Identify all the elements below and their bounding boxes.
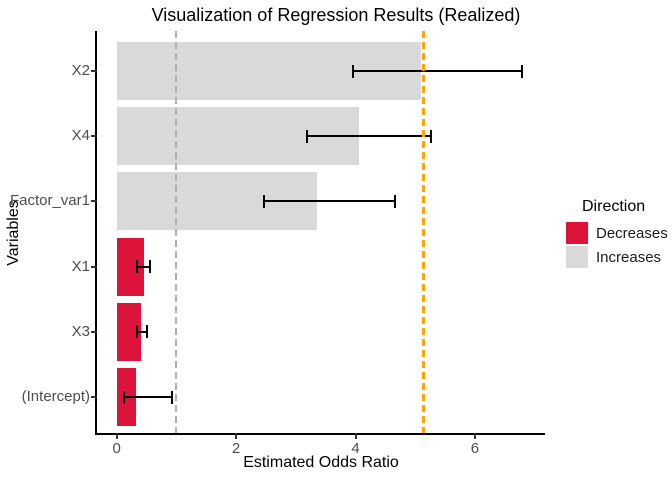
errorbar-cap-left-Factor_var1 <box>262 194 265 208</box>
x-tick-mark-2 <box>235 433 238 439</box>
x-tick-mark-6 <box>473 433 476 439</box>
x-tick-label-2: 2 <box>231 440 241 457</box>
legend-title: Direction <box>582 198 646 215</box>
errorbar-X1 <box>136 265 151 268</box>
errorbar-cap-left-X4 <box>305 129 308 143</box>
errorbar-cap-right-X1 <box>148 260 151 274</box>
y-tick-label-Factor_var1: Factor_var1 <box>9 192 90 210</box>
y-tick-mark-(Intercept) <box>91 396 97 398</box>
errorbar-cap-right-X3 <box>145 325 148 339</box>
errorbar-Factor_var1 <box>262 200 397 203</box>
y-axis-title: Variables <box>5 200 22 266</box>
y-tick-label-X4: X4 <box>71 127 90 145</box>
legend: Direction Decreases Increases <box>566 198 668 270</box>
y-tick-mark-Factor_var1 <box>91 200 97 203</box>
y-axis-line <box>95 31 97 435</box>
plot-panel <box>97 31 545 434</box>
y-tick-mark-X2 <box>91 70 97 72</box>
increases-swatch <box>566 246 588 268</box>
errorbar-cap-right-(Intercept) <box>171 390 174 404</box>
x-tick-mark-0 <box>115 433 118 439</box>
errorbar-cap-right-X4 <box>429 129 432 143</box>
errorbar-cap-left-X1 <box>136 260 139 274</box>
y-tick-mark-X1 <box>91 265 97 268</box>
y-tick-label-X3: X3 <box>71 322 90 340</box>
y-tick-label-(Intercept): (Intercept) <box>21 388 90 405</box>
errorbar-cap-left-(Intercept) <box>123 390 126 404</box>
x-axis-line <box>95 433 545 435</box>
legend-item-label: Increases <box>596 248 662 266</box>
errorbar-cap-right-X2 <box>521 64 524 78</box>
errorbar-cap-right-Factor_var1 <box>394 194 397 208</box>
x-tick-label-6: 6 <box>470 440 480 457</box>
x-axis-title: Estimated Odds Ratio <box>243 454 399 471</box>
y-tick-mark-X4 <box>91 135 97 138</box>
y-tick-label-X1: X1 <box>71 257 90 275</box>
errorbar-(Intercept) <box>123 396 174 398</box>
legend-item-label: Decreases <box>596 224 668 242</box>
legend-item-increases: Increases <box>566 246 668 268</box>
chart-title: Visualization of Regression Results (Rea… <box>151 5 521 25</box>
legend-item-decreases: Decreases <box>566 222 668 244</box>
errorbar-cap-left-X2 <box>351 64 354 78</box>
errorbar-X4 <box>305 135 432 138</box>
null-effect-reference-line <box>175 31 178 434</box>
decreases-swatch <box>566 222 588 244</box>
y-tick-mark-X3 <box>91 330 97 333</box>
errorbar-X3 <box>135 330 148 333</box>
errorbar-cap-left-X3 <box>135 325 138 339</box>
orange-reference-line <box>422 31 426 434</box>
errorbar-X2 <box>351 70 524 72</box>
y-tick-label-X2: X2 <box>71 62 90 79</box>
x-tick-mark-4 <box>354 433 357 439</box>
x-tick-label-0: 0 <box>112 440 121 457</box>
x-tick-label-4: 4 <box>351 440 360 457</box>
